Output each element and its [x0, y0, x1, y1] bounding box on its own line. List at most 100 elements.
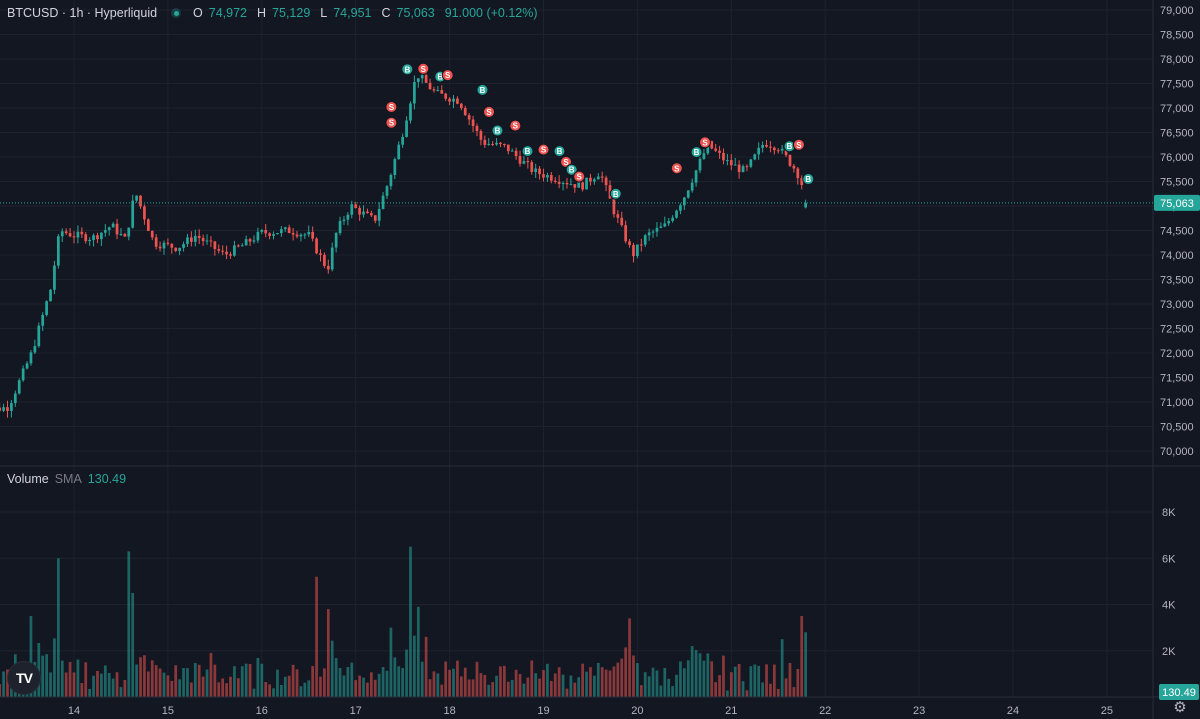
volume-bar — [197, 664, 201, 697]
candle-body — [628, 241, 631, 246]
candle-body — [287, 227, 291, 234]
volume-bar — [225, 683, 228, 697]
candle-body — [229, 254, 232, 256]
open-value: 74,972 — [208, 6, 248, 20]
time-tick-label: 21 — [725, 705, 737, 717]
volume-bar — [647, 676, 651, 697]
candle-body — [37, 325, 41, 347]
volume-bar — [534, 673, 538, 697]
volume-bar — [722, 655, 725, 697]
candle-body — [463, 107, 467, 116]
candle-body — [741, 166, 745, 172]
volume-bar — [663, 667, 667, 697]
volume-bar — [158, 668, 162, 697]
volume-bar — [84, 662, 88, 697]
candle-body — [354, 204, 358, 208]
volume-bar — [131, 592, 135, 697]
volume-bar — [307, 680, 311, 697]
volume-bar — [233, 666, 236, 697]
volume-bar — [765, 664, 768, 697]
candle-body — [726, 160, 729, 162]
volume-bar — [467, 679, 471, 697]
volume-bar — [557, 667, 561, 697]
volume-bar — [139, 657, 142, 697]
time-tick-label: 15 — [162, 705, 174, 717]
volume-bar — [178, 679, 181, 697]
settings-gear-icon[interactable]: ⚙ — [1173, 699, 1187, 716]
candle-body — [323, 254, 326, 266]
low-value: 74,951 — [333, 6, 372, 20]
volume-bar — [761, 682, 764, 697]
last-price-label: 75,063 — [1160, 198, 1194, 210]
symbol-title[interactable]: BTCUSD · 1h · Hyperliquid — [7, 6, 158, 20]
candle-body — [753, 154, 757, 160]
tradingview-logo-icon[interactable]: TV — [7, 661, 41, 695]
candle-body — [467, 115, 471, 120]
candle-body — [546, 175, 549, 178]
sell-marker — [573, 170, 586, 183]
volume-bar — [589, 667, 592, 697]
volume-bar — [741, 681, 745, 697]
volume-bar — [432, 671, 436, 697]
candle-body — [244, 239, 248, 246]
volume-tick-label: 4K — [1162, 600, 1176, 612]
candle-body — [41, 314, 45, 326]
candle-body — [131, 200, 135, 228]
volume-bar — [381, 667, 385, 697]
volume-label[interactable]: Volume — [7, 472, 49, 486]
volume-bar — [135, 664, 138, 697]
volume-bar — [326, 609, 330, 697]
candle-body — [534, 168, 538, 173]
candle-body — [557, 181, 561, 184]
candle-body — [96, 235, 99, 240]
candle-body — [178, 247, 181, 252]
volume-bar — [796, 669, 800, 697]
price-tick-label: 78,500 — [1160, 30, 1194, 42]
volume-bar — [186, 668, 189, 697]
price-tick-label: 76,000 — [1160, 152, 1194, 164]
volume-bar — [749, 666, 753, 697]
volume-bar — [479, 673, 483, 697]
candle-body — [549, 175, 553, 181]
candle-body — [103, 230, 107, 233]
candle-body — [154, 237, 158, 247]
volume-bar — [299, 686, 303, 697]
volume-bar — [119, 687, 123, 697]
volume-bar — [323, 668, 326, 697]
price-tick-label: 74,000 — [1160, 250, 1194, 262]
volume-bar — [221, 678, 225, 697]
volume-bar — [100, 673, 103, 697]
candle-body — [334, 233, 338, 248]
candle-body — [749, 159, 753, 167]
volume-bar — [272, 688, 275, 697]
candle-body — [530, 162, 534, 173]
price-tick-label: 74,500 — [1160, 226, 1194, 238]
candle-body — [792, 165, 796, 169]
volume-bar — [45, 654, 48, 697]
time-tick-label: 16 — [256, 705, 268, 717]
volume-bar — [776, 688, 780, 697]
candle-body — [139, 195, 142, 207]
time-tick-label: 18 — [443, 705, 455, 717]
volume-bar — [103, 665, 107, 697]
volume-bar — [217, 682, 221, 697]
volume-bar — [577, 677, 581, 697]
candle-body — [452, 98, 455, 102]
volume-tick-label: 2K — [1162, 646, 1176, 658]
volume-bar — [123, 680, 127, 697]
trade-marker-label: S — [445, 71, 451, 80]
sell-marker — [792, 138, 805, 151]
candle-body — [585, 177, 588, 190]
candle-body — [123, 233, 127, 237]
candle-body — [788, 155, 792, 166]
volume-bar — [463, 667, 467, 697]
candle-body — [373, 215, 377, 221]
close-label: C — [381, 6, 391, 20]
volume-bar — [76, 659, 80, 697]
volume-bar — [150, 660, 154, 697]
sell-marker — [670, 162, 683, 175]
volume-bar — [0, 683, 2, 697]
price-tick-label: 78,000 — [1160, 54, 1194, 66]
volume-bar — [459, 676, 463, 697]
